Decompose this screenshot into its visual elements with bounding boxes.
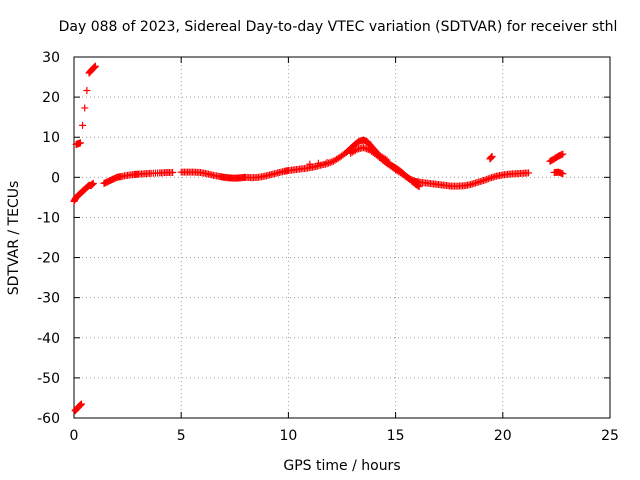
y-tick-label: -60 (37, 411, 60, 427)
plot-frame (73, 56, 611, 419)
data-point (483, 175, 491, 183)
data-point (381, 155, 389, 163)
data-point (484, 175, 492, 183)
data-point (323, 158, 331, 166)
y-tick-label: -30 (37, 291, 60, 307)
data-point (488, 152, 496, 160)
data-point (81, 104, 89, 112)
chart-title: Day 088 of 2023, Sidereal Day-to-day VTE… (59, 19, 618, 35)
x-tick-label: 25 (601, 428, 619, 444)
y-tick-label: -20 (37, 251, 60, 267)
data-point (363, 145, 371, 153)
data-point (169, 169, 177, 177)
y-tick-label: -50 (37, 371, 60, 387)
y-tick-label: 20 (42, 90, 60, 106)
y-tick-label: -10 (37, 210, 60, 226)
y-axis-label: SDTVAR / TECUs (6, 181, 22, 296)
data-point (89, 179, 97, 187)
y-tick-label: 0 (51, 170, 60, 186)
data-point (306, 160, 314, 168)
data-point (325, 159, 333, 167)
grid (74, 57, 610, 418)
x-tick-label: 5 (177, 428, 186, 444)
x-axis-label: GPS time / hours (283, 458, 400, 474)
data-point (383, 156, 391, 164)
data-point (559, 150, 567, 158)
data-point (361, 144, 369, 152)
x-tick-label: 20 (494, 428, 512, 444)
data-point (359, 144, 367, 152)
data-point (351, 146, 359, 154)
data-point (525, 169, 533, 177)
y-tick-label: -40 (37, 331, 60, 347)
data-point (328, 158, 336, 166)
y-tick-label: 30 (42, 50, 60, 66)
data-point (78, 400, 86, 408)
axis-ticks: 0 5 10 15 20 25 -60 -50 -40 -30 -20 -10 0 10 20 30 (37, 50, 619, 444)
data-marks (70, 62, 567, 415)
data-point (559, 170, 567, 178)
y-tick-label: 10 (42, 130, 60, 146)
data-point (414, 182, 422, 190)
data-point (91, 62, 99, 70)
data-point (83, 86, 91, 94)
data-point (481, 176, 489, 184)
data-point (415, 183, 423, 191)
x-tick-label: 10 (279, 428, 297, 444)
data-point (76, 139, 84, 147)
data-point (79, 121, 87, 129)
data-point (314, 159, 322, 167)
x-tick-label: 0 (70, 428, 79, 444)
x-tick-label: 15 (387, 428, 405, 444)
data-point (480, 177, 488, 185)
